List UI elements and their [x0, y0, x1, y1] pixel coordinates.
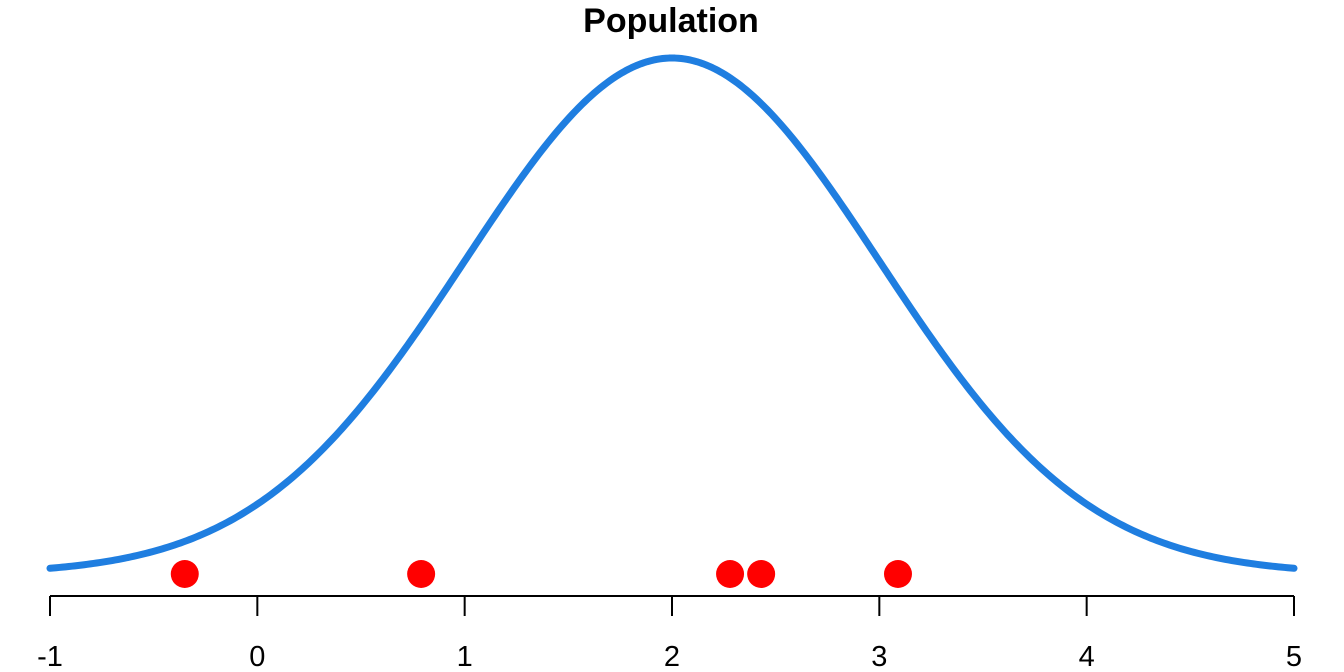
density-curve — [46, 54, 1298, 572]
sample-point — [883, 560, 912, 588]
x-tick-label: 5 — [1286, 641, 1302, 672]
sample-point — [407, 560, 436, 588]
x-axis: -1 0 1 2 3 4 5 — [37, 595, 1302, 672]
x-tick-label: 0 — [249, 641, 265, 672]
x-tick-label: -1 — [37, 641, 63, 672]
sample-point — [170, 560, 199, 588]
sample-point — [716, 560, 745, 588]
x-tick-label: 3 — [871, 641, 887, 672]
x-tick-label: 4 — [1079, 641, 1095, 672]
sample-point — [747, 560, 776, 588]
chart-title: Population — [583, 2, 759, 40]
density-curve-layer — [46, 54, 1298, 572]
x-tick-label: 2 — [664, 641, 680, 672]
x-tick-label: 1 — [457, 641, 473, 672]
sample-points-layer — [170, 560, 912, 588]
